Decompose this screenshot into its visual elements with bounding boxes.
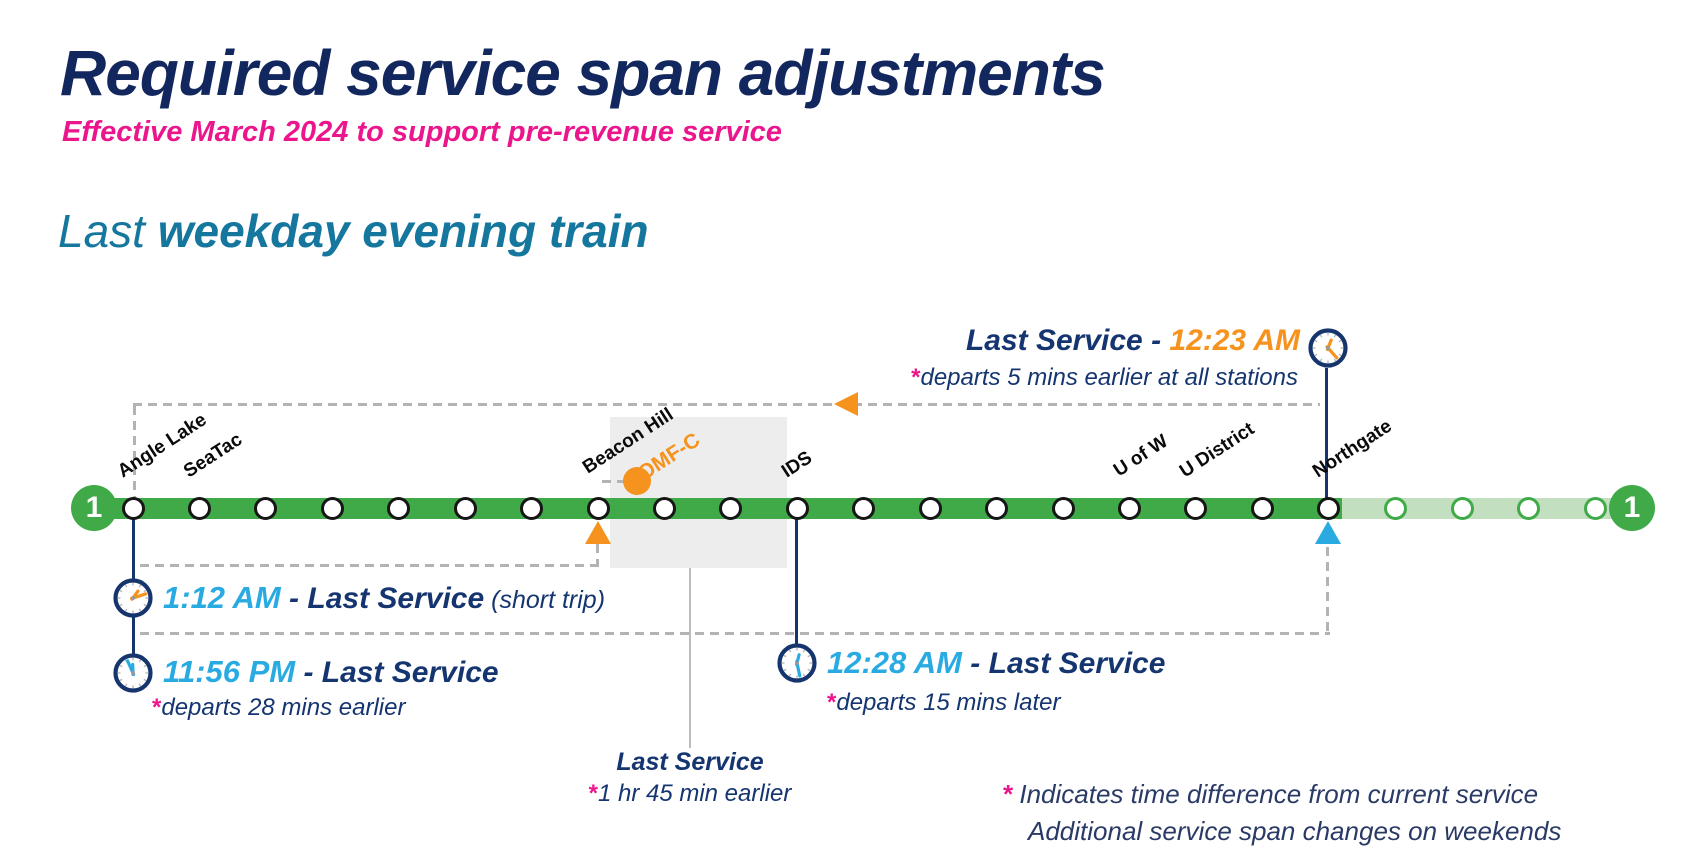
clock-icon-angle-lake: [111, 651, 155, 695]
annotation-beaconhill-note: *1 hr 45 min earlier: [530, 780, 850, 808]
dashed-path-short-trip-rise: [596, 544, 599, 566]
annotation-ids-note: *departs 15 mins later: [827, 689, 1060, 717]
station-dot: [718, 496, 742, 520]
anglelake-note-text: departs 28 mins earlier: [161, 694, 406, 721]
asterisk: *: [827, 689, 837, 716]
station-dot: [851, 496, 875, 520]
line-1-track: [92, 498, 1342, 519]
station-dot: [1316, 496, 1340, 520]
station-dot: [1183, 496, 1207, 520]
arrow-left-orange: [834, 392, 858, 416]
arrow-up-orange-beacon-hill: [585, 521, 611, 544]
footnote-line1: * Indicates time difference from current…: [1002, 776, 1561, 813]
section-heading: Last weekday evening train: [58, 204, 649, 258]
omf-connector-dash: [602, 480, 624, 483]
footnote-line1-text: Indicates time difference from current s…: [1012, 779, 1539, 809]
beaconhill-last-label: Last Service: [616, 748, 764, 776]
beaconhill-note-text: 1 hr 45 min earlier: [597, 780, 792, 807]
separator: -: [295, 656, 322, 689]
ids-last-label: Last Service: [988, 647, 1166, 680]
station-dot: [121, 496, 145, 520]
station-dot: [253, 496, 277, 520]
footnote: * Indicates time difference from current…: [1002, 776, 1561, 850]
anglelake-last-label: Last Service: [321, 656, 499, 689]
connector-northgate-clock: [1325, 368, 1328, 500]
page-title: Required service span adjustments: [60, 37, 1106, 109]
short-trip-label: Last Service: [307, 582, 485, 615]
station-dot: [1051, 496, 1075, 520]
station-dot: [785, 496, 809, 520]
short-trip-time: 1:12 AM: [163, 580, 281, 615]
separator: -: [961, 647, 989, 680]
northgate-last-time: 12:23 AM: [1169, 324, 1300, 357]
asterisk: *: [1002, 779, 1013, 809]
page-subtitle: Effective March 2024 to support pre-reve…: [62, 116, 782, 148]
station-dot: [386, 496, 410, 520]
connector-ids-clock: [795, 517, 798, 645]
arrow-up-blue-northgate: [1315, 521, 1341, 544]
station-dot: [187, 496, 211, 520]
station-dot: [453, 496, 477, 520]
annotation-anglelake-note: *departs 28 mins earlier: [152, 694, 405, 722]
line-1-future-track: [1342, 498, 1632, 519]
clock-icon-northgate: [1306, 326, 1350, 370]
future-station-dot: [1583, 496, 1607, 520]
northgate-note-text: departs 5 mins earlier at all stations: [920, 364, 1298, 391]
dashed-path-northgate-to-anglelake: [133, 403, 1320, 406]
station-dot: [918, 496, 942, 520]
separator: -: [280, 582, 308, 615]
station-dot: [652, 496, 676, 520]
ids-note-text: departs 15 mins later: [836, 689, 1061, 716]
line-1-badge-left: 1: [71, 485, 117, 531]
dashed-path-short-trip: [140, 564, 600, 567]
asterisk: *: [588, 780, 598, 807]
station-label-u-of-w: U of W: [1110, 430, 1172, 482]
station-dot: [1117, 496, 1141, 520]
northgate-last-label: Last Service -: [965, 324, 1170, 357]
line-1-badge-right: 1: [1609, 485, 1655, 531]
clock-icon-short-trip: [111, 576, 155, 620]
station-dot: [320, 496, 344, 520]
anglelake-last-time: 11:56 PM: [163, 654, 296, 689]
future-station-dot: [1450, 496, 1474, 520]
future-station-dot: [1516, 496, 1540, 520]
ids-last-time: 12:28 AM: [827, 645, 962, 680]
omf-c-marker: [623, 467, 651, 495]
station-label-u-district: U District: [1176, 418, 1259, 483]
annotation-northgate-note: *departs 5 mins earlier at all stations: [790, 364, 1298, 392]
asterisk: *: [911, 364, 921, 391]
connector-beaconhill-note: [689, 568, 691, 748]
annotation-ids-last: 12:28 AM - Last Service: [827, 645, 1165, 681]
future-station-dot: [1383, 496, 1407, 520]
station-dot: [1250, 496, 1274, 520]
dashed-path-anglelake-drop: [133, 406, 136, 498]
station-dot: [984, 496, 1008, 520]
annotation-anglelake-last: 11:56 PM - Last Service: [163, 654, 499, 690]
station-dot: [519, 496, 543, 520]
dashed-path-anglelake-to-northgate: [140, 632, 1330, 635]
annotation-northgate-last: Last Service - 12:23 AM: [790, 324, 1300, 358]
section-heading-light: Last: [58, 205, 158, 257]
station-label-northgate: Northgate: [1309, 415, 1396, 483]
section-heading-bold: weekday evening train: [157, 205, 649, 257]
asterisk: *: [152, 694, 162, 721]
dashed-path-northgate-rise: [1326, 547, 1329, 635]
annotation-short-trip: 1:12 AM - Last Service (short trip): [163, 580, 605, 616]
footnote-line2: Additional service span changes on weeke…: [1028, 816, 1562, 846]
clock-icon-ids: [775, 641, 819, 685]
station-dot: [586, 496, 610, 520]
short-trip-suffix: (short trip): [484, 586, 606, 614]
annotation-beaconhill-last: Last Service: [530, 748, 850, 777]
